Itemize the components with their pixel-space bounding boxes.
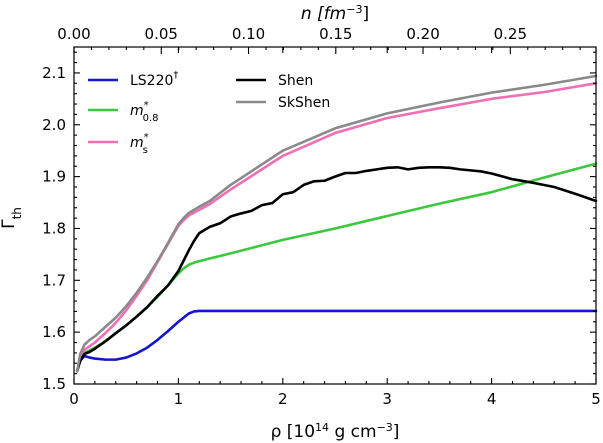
x-tick-label: 1 xyxy=(174,390,184,408)
tick-marks xyxy=(73,47,597,385)
series-line-ls220- xyxy=(75,309,598,373)
top-tick-label: 0.10 xyxy=(232,25,265,43)
x-tick-label: 0 xyxy=(69,390,79,408)
top-tick-label: 0.05 xyxy=(145,25,178,43)
legend-entry: SkShen xyxy=(236,95,330,111)
x-tick-label: 4 xyxy=(487,390,497,408)
legend-label: m* s xyxy=(130,132,149,156)
legend-label: m* 0.8 xyxy=(130,100,159,124)
series-line-shen xyxy=(75,165,598,373)
top-tick-label: 0.20 xyxy=(406,25,439,43)
plot-area: 0 1 2 3 4 5 1.5 1.6 1.7 1.8 1.9 2.0 2.1 0.00 0.05 0.10 0… xyxy=(42,25,601,408)
plot-frame xyxy=(73,46,597,385)
x-tick-label: 3 xyxy=(382,390,392,408)
top-tick-label: 0.00 xyxy=(57,25,90,43)
y-axis-title: Γth xyxy=(0,207,24,229)
top-axis-title: n [fm−3] xyxy=(301,3,369,25)
legend-entry: Shen xyxy=(236,73,313,89)
series-line-skshen xyxy=(75,74,598,373)
y-tick-label: 1.7 xyxy=(42,271,66,289)
series-lines xyxy=(75,74,598,373)
x-tick-label: 2 xyxy=(278,390,288,408)
legend-label: Shen xyxy=(278,73,313,89)
y-tick-label: 2.0 xyxy=(42,116,66,134)
x-tick-label: 5 xyxy=(591,390,601,408)
legend: LS220† m* 0.8 m* s Shen SkShen xyxy=(88,70,330,156)
legend-entry: LS220† xyxy=(88,70,178,89)
legend-entry: m* s xyxy=(88,132,149,156)
y-tick-label: 1.6 xyxy=(42,323,66,341)
y-tick-label: 2.1 xyxy=(42,64,66,82)
legend-label: LS220† xyxy=(130,70,178,89)
top-tick-label: 0.25 xyxy=(494,25,527,43)
top-tick-label: 0.15 xyxy=(319,25,352,43)
legend-label: SkShen xyxy=(278,95,330,111)
y-tick-label: 1.5 xyxy=(42,375,66,393)
x-axis-title: ρ [1014 g cm−3] xyxy=(271,421,400,443)
tick-labels: 0 1 2 3 4 5 1.5 1.6 1.7 1.8 1.9 2.0 2.1 0.00 0.05 0.10 0… xyxy=(42,25,601,408)
y-tick-label: 1.9 xyxy=(42,168,66,186)
legend-entry: m* 0.8 xyxy=(88,100,159,124)
y-tick-label: 1.8 xyxy=(42,219,66,237)
